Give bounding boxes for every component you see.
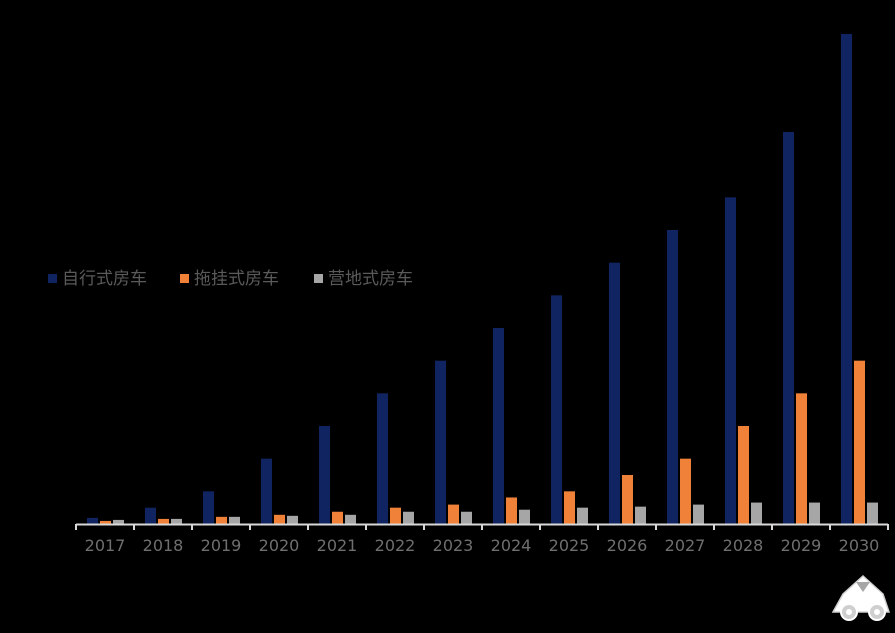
bar-1-2024 xyxy=(493,328,504,524)
bar-2-2026 xyxy=(622,475,633,524)
bar-3-2025 xyxy=(577,507,588,524)
bar-1-2023 xyxy=(435,360,446,524)
bar-3-2017 xyxy=(113,519,124,524)
bar-1-2029 xyxy=(783,132,794,524)
bar-3-2024 xyxy=(519,509,530,524)
legend-swatch-2 xyxy=(180,274,189,283)
bar-2-2018 xyxy=(158,518,169,524)
bar-1-2028 xyxy=(725,197,736,525)
bar-1-2025 xyxy=(551,295,562,524)
bar-1-2021 xyxy=(319,426,330,524)
x-tick-label: 2019 xyxy=(201,536,242,555)
x-tick-label: 2030 xyxy=(839,536,880,555)
x-tick-label: 2021 xyxy=(317,536,358,555)
bars-layer xyxy=(87,34,878,525)
x-tick-label: 2029 xyxy=(781,536,822,555)
bar-3-2027 xyxy=(693,504,704,524)
x-tick-label: 2022 xyxy=(375,536,416,555)
x-tick-label: 2020 xyxy=(259,536,300,555)
bar-1-2026 xyxy=(609,262,620,524)
bar-2-2027 xyxy=(680,458,691,524)
bar-3-2026 xyxy=(635,506,646,524)
bar-3-2019 xyxy=(229,516,240,524)
legend-swatch-3 xyxy=(314,274,323,283)
bar-1-2020 xyxy=(261,458,272,524)
bar-1-2027 xyxy=(667,230,678,524)
x-tick-label: 2023 xyxy=(433,536,474,555)
bar-2-2017 xyxy=(100,520,111,524)
legend-label-3: 营地式房车 xyxy=(328,269,413,289)
bar-2-2020 xyxy=(274,514,285,524)
bar-1-2030 xyxy=(841,34,852,524)
bar-2-2030 xyxy=(854,360,865,524)
x-tick-label: 2025 xyxy=(549,536,590,555)
legend-label-2: 拖挂式房车 xyxy=(194,269,279,289)
x-tick-label: 2024 xyxy=(491,536,532,555)
x-tick-label: 2028 xyxy=(723,536,764,555)
bar-3-2023 xyxy=(461,511,472,524)
legend: 自行式房车 拖挂式房车 营地式房车 xyxy=(48,269,413,289)
x-tick-label: 2027 xyxy=(665,536,706,555)
bar-2-2023 xyxy=(448,504,459,524)
bar-1-2019 xyxy=(203,491,214,524)
x-axis-tick-labels: 2017 2018 2019 2020 2021 2022 2023 2024 2025 2026… xyxy=(85,536,880,555)
bar-2-2024 xyxy=(506,497,517,524)
bar-3-2021 xyxy=(345,514,356,524)
x-tick-label: 2026 xyxy=(607,536,648,555)
x-tick-label: 2017 xyxy=(85,536,126,555)
bar-3-2018 xyxy=(171,518,182,524)
bar-3-2028 xyxy=(751,502,762,524)
legend-label-1: 自行式房车 xyxy=(62,269,147,289)
bar-3-2022 xyxy=(403,511,414,524)
bar-2-2022 xyxy=(390,507,401,524)
bar-2-2025 xyxy=(564,491,575,524)
bar-2-2029 xyxy=(796,393,807,524)
x-tick-label: 2018 xyxy=(143,536,184,555)
bar-3-2030 xyxy=(867,502,878,524)
bar-3-2020 xyxy=(287,515,298,524)
x-axis-ticks xyxy=(75,524,889,530)
bar-2-2021 xyxy=(332,511,343,524)
legend-swatch-1 xyxy=(48,274,57,283)
bar-1-2018 xyxy=(145,507,156,524)
bar-2-2028 xyxy=(738,426,749,524)
bar-2-2019 xyxy=(216,516,227,524)
bar-3-2029 xyxy=(809,502,820,524)
bar-1-2017 xyxy=(87,517,98,524)
rv-logo-icon xyxy=(831,574,891,621)
bar-1-2022 xyxy=(377,393,388,524)
